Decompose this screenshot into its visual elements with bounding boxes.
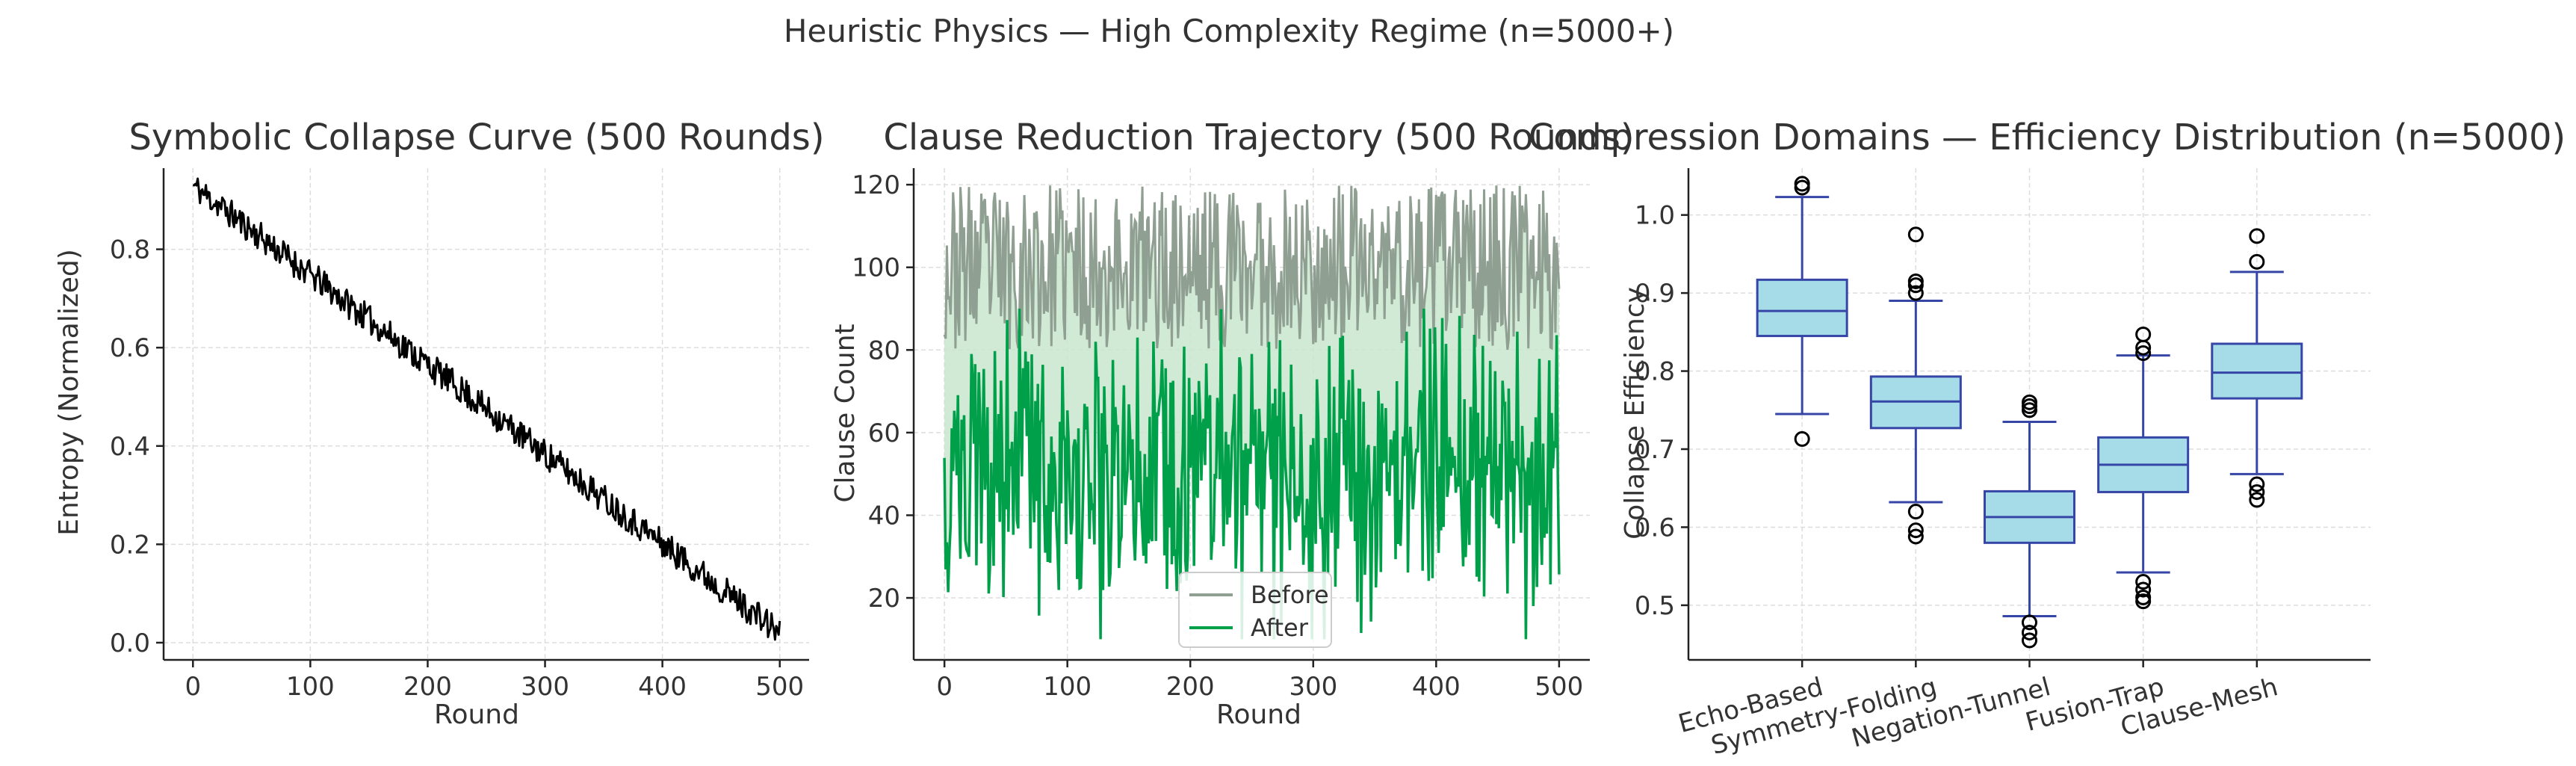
x-tick-label: 500 bbox=[1535, 672, 1583, 702]
y-tick-label: 0.9 bbox=[1635, 279, 1675, 309]
y-tick-label: 0.4 bbox=[110, 432, 150, 462]
box-symmetry-folding bbox=[1869, 226, 1962, 545]
y-tick-label: 100 bbox=[852, 253, 900, 283]
outlier-point bbox=[1794, 430, 1810, 447]
outlier-point bbox=[2022, 632, 2037, 649]
entropy-series-line bbox=[192, 177, 781, 641]
outlier-point bbox=[1907, 504, 1924, 520]
x-tick-label: 200 bbox=[1166, 672, 1215, 702]
x-tick-label: 400 bbox=[638, 672, 687, 702]
outlier-point bbox=[1907, 528, 1924, 545]
iqr-box bbox=[2211, 342, 2303, 400]
y-tick-label: 60 bbox=[868, 418, 900, 448]
y-tick-label: 80 bbox=[868, 336, 900, 365]
outlier-point bbox=[1907, 522, 1924, 539]
x-tick-label: 200 bbox=[403, 672, 452, 702]
x-tick-label: 500 bbox=[755, 672, 804, 702]
box-clause-mesh bbox=[2211, 228, 2303, 508]
x-tick-label: 300 bbox=[521, 672, 569, 702]
after-series-line bbox=[943, 308, 1561, 640]
outlier-point bbox=[2135, 574, 2152, 590]
y-axis-label: Collapse Efficiency bbox=[1620, 287, 1650, 540]
legend-label-after: After bbox=[1251, 614, 1309, 642]
box-negation-tunnel bbox=[1984, 394, 2075, 649]
y-tick-label: 0.8 bbox=[110, 235, 150, 265]
before-series-line bbox=[943, 185, 1561, 350]
chart-clause-reduction: Clause Reduction Trajectory (500 Rounds)… bbox=[830, 117, 1635, 730]
x-tick-label: 300 bbox=[1289, 672, 1337, 702]
outlier-point bbox=[2135, 326, 2152, 342]
x-axis-label: Round bbox=[1216, 699, 1301, 730]
outlier-point bbox=[2249, 228, 2265, 244]
y-tick-label: 0.0 bbox=[110, 628, 150, 658]
x-tick-label: 400 bbox=[1412, 672, 1461, 702]
y-tick-label: 20 bbox=[868, 584, 900, 614]
outlier-point bbox=[1907, 285, 1924, 301]
y-tick-label: 0.7 bbox=[1635, 435, 1675, 465]
outlier-point bbox=[1794, 176, 1810, 192]
y-tick-label: 0.5 bbox=[1635, 591, 1675, 621]
chart-symbolic-collapse: Symbolic Collapse Curve (500 Rounds) Rou… bbox=[54, 117, 825, 730]
outlier-point bbox=[2249, 492, 2265, 508]
x-tick-label: 100 bbox=[286, 672, 335, 702]
legend-label-before: Before bbox=[1251, 581, 1329, 609]
y-tick-label: 0.6 bbox=[110, 333, 150, 363]
outlier-point bbox=[2022, 394, 2037, 410]
outlier-point bbox=[2249, 484, 2265, 500]
outlier-point bbox=[2135, 581, 2152, 598]
x-tick-label: 100 bbox=[1043, 672, 1092, 702]
outlier-point bbox=[2249, 253, 2265, 270]
y-tick-label: 0.6 bbox=[1635, 513, 1675, 543]
outlier-point bbox=[2249, 476, 2265, 492]
outlier-point bbox=[1907, 226, 1924, 243]
x-axis-label: Round bbox=[434, 699, 519, 730]
y-axis-label: Clause Count bbox=[830, 324, 861, 502]
chart-compression-domains: Compression Domains — Efficiency Distrib… bbox=[1529, 117, 2566, 761]
iqr-box bbox=[1756, 278, 1848, 338]
y-tick-label: 0.2 bbox=[110, 530, 150, 560]
y-tick-label: 120 bbox=[852, 170, 900, 200]
y-tick-label: 1.0 bbox=[1635, 201, 1675, 231]
outlier-point bbox=[2022, 614, 2037, 631]
chart-legend: Before After bbox=[1178, 572, 1332, 648]
y-tick-label: 40 bbox=[868, 501, 900, 531]
x-tick-label: 0 bbox=[185, 672, 201, 702]
outlier-point bbox=[2135, 589, 2152, 605]
chart-title: Clause Reduction Trajectory (500 Rounds) bbox=[883, 117, 1634, 158]
outlier-point bbox=[1907, 273, 1924, 289]
y-axis-label: Entropy (Normalized) bbox=[54, 249, 84, 536]
box-echo-based bbox=[1756, 176, 1848, 447]
box-fusion-trap bbox=[2097, 326, 2190, 610]
figure-suptitle: Heuristic Physics — High Complexity Regi… bbox=[784, 13, 1674, 49]
outlier-point bbox=[2135, 345, 2152, 362]
y-tick-label: 0.8 bbox=[1635, 357, 1675, 387]
outlier-point bbox=[2022, 624, 2037, 640]
chart-title: Symbolic Collapse Curve (500 Rounds) bbox=[129, 117, 824, 158]
chart-title: Compression Domains — Efficiency Distrib… bbox=[1529, 117, 2566, 158]
x-tick-label: 0 bbox=[936, 672, 953, 702]
